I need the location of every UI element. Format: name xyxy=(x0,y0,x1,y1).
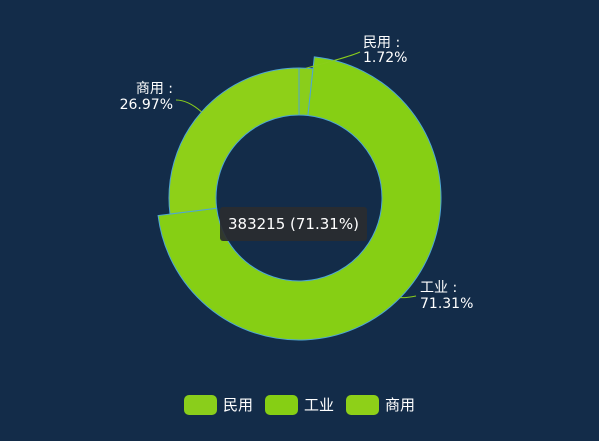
slice-tooltip: 383215 (71.31%) xyxy=(220,207,367,241)
leader-line-民用 xyxy=(305,51,361,69)
legend-label: 工业 xyxy=(303,396,334,414)
slice-label-name: 民用 : xyxy=(363,35,400,51)
slice-label-民用: 民用 : 1.72% xyxy=(363,35,407,66)
legend-item-工业[interactable]: 工业 xyxy=(264,394,334,415)
slice-label-工业: 工业 : 71.31% xyxy=(420,280,473,312)
leader-line-商用 xyxy=(175,99,202,113)
leader-line-工业 xyxy=(400,295,417,299)
leader-lines xyxy=(175,51,417,299)
legend-swatch xyxy=(183,394,217,415)
slice-label-percent: 1.72% xyxy=(363,50,407,66)
legend-item-民用[interactable]: 民用 xyxy=(183,394,253,415)
donut-slices xyxy=(157,56,442,341)
slice-label-percent: 26.97% xyxy=(120,97,173,113)
donut-slice-商用[interactable] xyxy=(168,67,300,215)
legend-label: 民用 xyxy=(222,396,253,414)
slice-label-商用: 商用 : 26.97% xyxy=(120,81,173,113)
slice-label-percent: 71.31% xyxy=(420,296,473,312)
legend-label: 商用 xyxy=(385,396,416,414)
chart-legend: 民用 工业 商用 xyxy=(0,394,599,415)
slice-label-name: 工业 : xyxy=(420,280,457,296)
legend-swatch xyxy=(346,394,379,415)
legend-swatch xyxy=(264,394,298,415)
donut-slice-工业[interactable] xyxy=(157,56,442,341)
legend-item-商用[interactable]: 商用 xyxy=(346,394,415,415)
slice-label-name: 商用 : xyxy=(136,81,173,97)
